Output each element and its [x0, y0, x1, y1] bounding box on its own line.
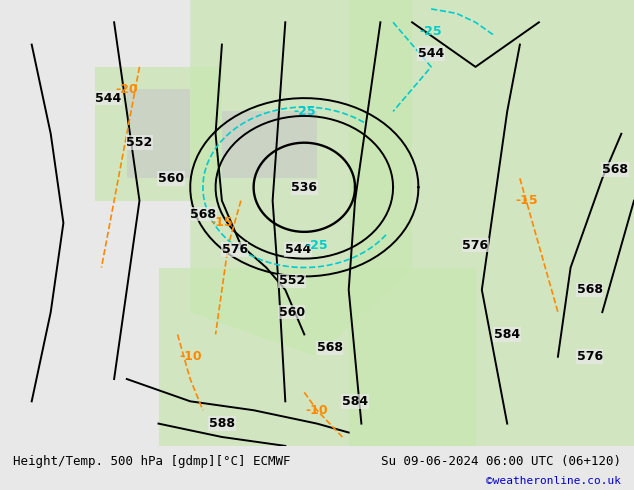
Text: 560: 560	[158, 172, 184, 185]
Text: 568: 568	[576, 283, 603, 296]
Text: -20: -20	[115, 83, 138, 96]
Text: 576: 576	[576, 350, 603, 363]
Text: -10: -10	[179, 350, 202, 363]
Text: 576: 576	[221, 243, 248, 256]
Text: 544: 544	[418, 47, 444, 60]
Text: 544: 544	[285, 243, 311, 256]
Text: Su 09-06-2024 06:00 UTC (06+120): Su 09-06-2024 06:00 UTC (06+120)	[381, 455, 621, 468]
Text: -25: -25	[293, 105, 316, 118]
Polygon shape	[349, 0, 634, 446]
Text: 568: 568	[190, 208, 216, 220]
Text: 552: 552	[278, 274, 305, 288]
Text: Height/Temp. 500 hPa [gdmp][°C] ECMWF: Height/Temp. 500 hPa [gdmp][°C] ECMWF	[13, 455, 290, 468]
Text: 568: 568	[316, 342, 343, 354]
Text: -10: -10	[306, 404, 328, 416]
Text: 584: 584	[342, 395, 368, 408]
Text: 560: 560	[278, 306, 305, 318]
Text: 544: 544	[94, 92, 121, 104]
Polygon shape	[158, 268, 476, 446]
Polygon shape	[127, 89, 190, 178]
Text: 576: 576	[462, 239, 489, 252]
Polygon shape	[222, 112, 317, 178]
Text: 568: 568	[602, 163, 628, 176]
Text: ©weatheronline.co.uk: ©weatheronline.co.uk	[486, 476, 621, 486]
Text: -15: -15	[210, 217, 233, 229]
Text: -25: -25	[420, 24, 443, 38]
Polygon shape	[95, 67, 222, 201]
Text: 552: 552	[126, 136, 153, 149]
Polygon shape	[190, 0, 412, 357]
Text: 536: 536	[291, 181, 318, 194]
Text: 588: 588	[209, 417, 235, 430]
Text: -25: -25	[306, 239, 328, 252]
Text: 584: 584	[494, 328, 521, 341]
Text: -15: -15	[515, 194, 538, 207]
